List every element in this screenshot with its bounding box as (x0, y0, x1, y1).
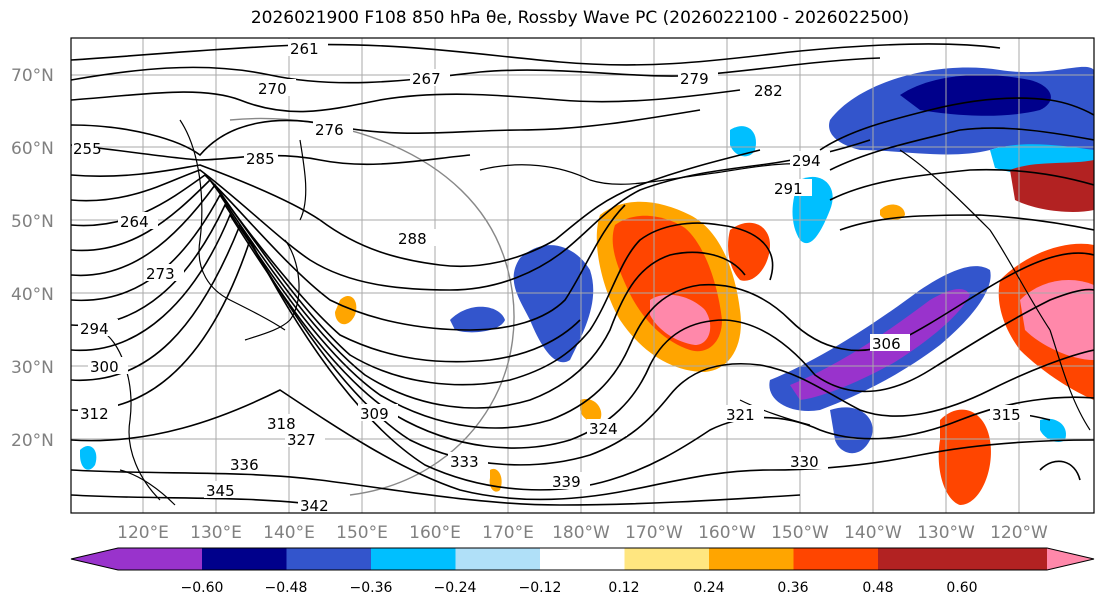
colorbar-segment (709, 548, 794, 570)
contour-label-327: 327 (287, 431, 316, 449)
map-frame (70, 37, 1095, 514)
colorbar-segment (540, 548, 625, 570)
colorbar-segment (455, 548, 540, 570)
colorbar-tick: 0.36 (777, 580, 808, 596)
colorbar-segment (371, 548, 456, 570)
lat-label-60n: 60°N (11, 139, 54, 159)
colorbar-tick: −0.24 (434, 580, 477, 596)
lat-label-40n: 40°N (11, 285, 54, 305)
contour-label-312: 312 (80, 405, 109, 423)
colorbar-tick: 0.48 (862, 580, 893, 596)
colorbar-tick: 0.24 (693, 580, 724, 596)
contour-label-330: 330 (790, 453, 819, 471)
colorbar-max-extension (1047, 548, 1094, 570)
lon-label-160e: 160°E (409, 523, 461, 543)
contour-label-291: 291 (774, 180, 803, 198)
contour-label-309: 309 (360, 405, 389, 423)
colorbar-segment (118, 548, 202, 570)
contour-label-324: 324 (589, 420, 618, 438)
colorbar-segment (878, 548, 1047, 570)
contour-label-333: 333 (450, 453, 479, 471)
colorbar-ticks: −0.60 −0.48 −0.36 −0.24 −0.12 0.12 0.24 … (181, 580, 978, 596)
colorbar: −0.60 −0.48 −0.36 −0.24 −0.12 0.12 0.24 … (70, 547, 1095, 596)
contour-label-264: 264 (120, 213, 149, 231)
contour-label-282: 282 (754, 82, 783, 100)
colorbar-tick: −0.36 (350, 580, 393, 596)
colorbar-tick: −0.60 (181, 580, 224, 596)
lon-label-130w: 130°W (917, 523, 975, 543)
lon-label-170w: 170°W (625, 523, 683, 543)
lon-label-170e: 170°E (482, 523, 534, 543)
lon-label-160w: 160°W (698, 523, 756, 543)
lon-label-120e: 120°E (117, 523, 169, 543)
map-title: 2026021900 F108 850 hPa θe, Rossby Wave … (250, 8, 910, 28)
contour-label-261: 261 (290, 40, 319, 58)
latitude-axis: 70°N 60°N 50°N 40°N 30°N 20°N (11, 66, 54, 451)
theta-e-contours (71, 43, 1094, 506)
colorbar-segment (793, 548, 878, 570)
contour-label-294-west: 294 (80, 320, 109, 338)
contour-label-306: 306 (872, 335, 901, 353)
colorbar-outline (70, 547, 1095, 571)
contour-label-300: 300 (90, 358, 119, 376)
lon-label-180w: 180°W (552, 523, 610, 543)
contour-label-339: 339 (552, 473, 581, 491)
contour-label-276: 276 (315, 121, 344, 139)
colorbar-segment (286, 548, 371, 570)
lon-label-140w: 140°W (844, 523, 902, 543)
contour-label-315: 315 (992, 406, 1021, 424)
contour-label-294-east: 294 (792, 152, 821, 170)
longitude-axis: 120°E 130°E 140°E 150°E 160°E 170°E 180°… (117, 523, 1048, 543)
contour-label-321: 321 (726, 406, 755, 424)
lon-label-140e: 140°E (263, 523, 315, 543)
contour-label-270: 270 (258, 80, 287, 98)
contour-label-336: 336 (230, 456, 259, 474)
contour-label-285: 285 (246, 150, 275, 168)
lat-label-30n: 30°N (11, 358, 54, 378)
contour-label-345: 345 (206, 482, 235, 500)
contour-label-273: 273 (146, 265, 175, 283)
colorbar-tick: −0.48 (265, 580, 308, 596)
colorbar-tick: −0.12 (519, 580, 562, 596)
colorbar-tick: 0.60 (946, 580, 977, 596)
lon-label-150e: 150°E (336, 523, 388, 543)
coastlines (99, 119, 1091, 506)
contour-label-342: 342 (300, 497, 329, 515)
colorbar-segment (202, 548, 287, 570)
contour-label-267: 267 (412, 70, 441, 88)
contour-label-255: 255 (73, 140, 102, 158)
lat-label-50n: 50°N (11, 212, 54, 232)
lat-label-20n: 20°N (11, 431, 54, 451)
lon-label-120w: 120°W (990, 523, 1048, 543)
contour-label-318: 318 (267, 415, 296, 433)
lat-label-70n: 70°N (11, 66, 54, 86)
contour-label-288: 288 (398, 230, 427, 248)
contour-label-279: 279 (680, 70, 709, 88)
colorbar-segment (624, 548, 709, 570)
colorbar-tick: 0.12 (608, 580, 639, 596)
lon-label-130e: 130°E (190, 523, 242, 543)
contour-labels: 261 267 270 276 279 282 264 255 285 288 … (72, 39, 1030, 515)
colorbar-min-extension (71, 548, 118, 570)
lon-label-150w: 150°W (771, 523, 829, 543)
